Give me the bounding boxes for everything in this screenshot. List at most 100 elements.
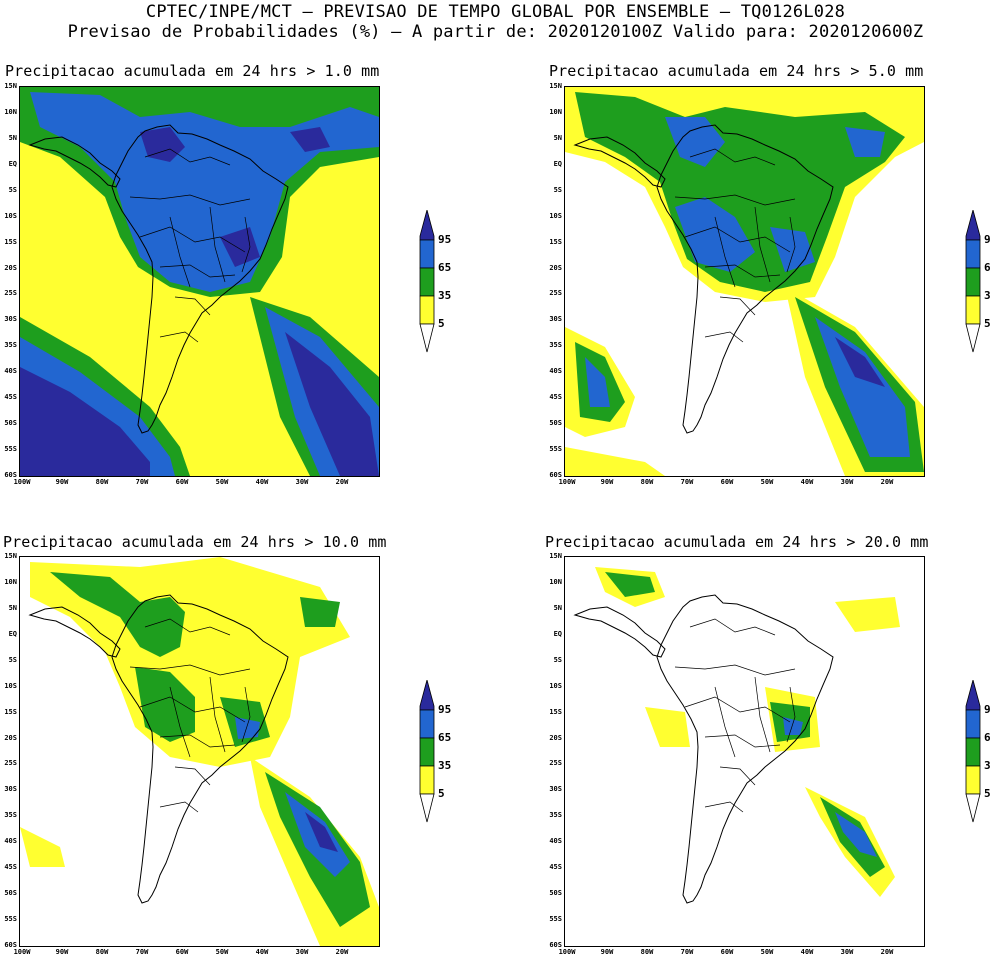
probability-region-p95 (835, 337, 885, 387)
latitude-tick-label: 15N (4, 82, 17, 90)
probability-map (19, 86, 380, 477)
longitude-tick-label: 90W (55, 478, 69, 486)
country-border (674, 194, 796, 206)
latitude-tick-label: 45S (549, 863, 562, 872)
longitude-tick-label: 50W (215, 948, 229, 956)
legend-level-label: 95 (438, 233, 452, 246)
longitude-tick-label: 90W (600, 478, 614, 486)
country-border (174, 766, 211, 786)
panel-title: Precipitacao acumulada em 24 hrs > 10.0 … (3, 533, 387, 551)
latitude-tick-label: 15S (549, 237, 562, 246)
longitude-tick-label: 70W (680, 478, 694, 486)
legend-level-label: 95 (984, 703, 991, 716)
legend-swatch-p5 (965, 295, 981, 325)
legend-level-label: 95 (984, 233, 991, 246)
legend-level-label: 5 (984, 787, 991, 800)
south-america-coastline (656, 594, 834, 904)
legend-swatch-below (965, 323, 981, 353)
latitude-tick-label: 45S (4, 393, 17, 402)
latitude-tick-label: 25S (549, 289, 562, 298)
legend-swatch-p5 (419, 295, 435, 325)
latitude-tick-label: 35S (4, 341, 17, 350)
legend-swatch-p95 (965, 680, 981, 711)
panel-title: Precipitacao acumulada em 24 hrs > 1.0 m… (5, 62, 380, 80)
legend-level-label: 65 (984, 261, 991, 274)
legend-level-label: 5 (438, 787, 445, 800)
country-border (786, 216, 796, 273)
country-border (684, 696, 791, 723)
country-border (719, 766, 756, 786)
longitude-tick-label: 100W (13, 478, 31, 486)
latitude-tick-label: 10S (4, 681, 17, 690)
legend-level-label: 65 (438, 731, 452, 744)
legend-level-label: 65 (984, 731, 991, 744)
country-border (241, 686, 251, 743)
country-border (209, 676, 226, 753)
latitude-tick-label: 60S (4, 941, 17, 949)
central-america-coastline (28, 136, 121, 188)
longitude-tick-label: 20W (880, 948, 894, 956)
latitude-tick-label: 55S (549, 445, 562, 454)
country-border (786, 686, 796, 743)
longitude-tick-label: 60W (175, 478, 189, 486)
country-border (689, 148, 776, 166)
longitude-tick-label: 80W (640, 478, 654, 486)
latitude-tick-label: 25S (549, 759, 562, 768)
country-border (159, 801, 199, 813)
country-border (689, 618, 776, 636)
longitude-tick-label: 20W (335, 948, 349, 956)
probability-legend: 95 65 35 5 (418, 210, 458, 355)
legend-level-label: 35 (438, 289, 452, 302)
probability-map (564, 556, 925, 947)
legend-level-label: 35 (984, 289, 991, 302)
legend-level-label: 95 (438, 703, 452, 716)
legend-swatch-below (965, 793, 981, 823)
country-border (714, 686, 736, 758)
country-border (714, 216, 736, 288)
latitude-tick-label: 60S (549, 941, 562, 949)
latitude-tick-label: 50S (549, 419, 562, 428)
longitude-tick-label: 80W (640, 948, 654, 956)
latitude-tick-label: 50S (549, 889, 562, 898)
probability-region-p35 (50, 572, 340, 747)
country-border (144, 618, 231, 636)
longitude-tick-label: 20W (880, 478, 894, 486)
latitude-tick-label: 55S (4, 915, 17, 924)
country-border (169, 686, 191, 758)
longitude-tick-label: 20W (335, 478, 349, 486)
south-america-coastline (111, 124, 289, 434)
latitude-tick-label: 10S (549, 211, 562, 220)
country-border (241, 216, 251, 273)
longitude-tick-label: 40W (800, 478, 814, 486)
country-border (209, 206, 226, 283)
latitude-tick-label: 10S (4, 211, 17, 220)
latitude-tick-label: EQ (8, 629, 17, 638)
latitude-tick-label: 35S (4, 811, 17, 820)
longitude-tick-label: 50W (760, 948, 774, 956)
longitude-tick-label: 80W (95, 948, 109, 956)
probability-region-p35 (575, 92, 905, 292)
country-border (704, 801, 744, 813)
probability-region-p5 (595, 567, 900, 897)
latitude-tick-label: 5N (8, 133, 17, 142)
longitude-tick-label: 80W (95, 478, 109, 486)
country-border (144, 148, 231, 166)
probability-map (564, 86, 925, 477)
latitude-tick-label: 15S (4, 707, 17, 716)
probability-legend: 95 65 35 5 (418, 680, 458, 825)
legend-swatch-p65 (965, 709, 981, 739)
country-border (159, 264, 236, 278)
legend-swatch-p35 (965, 267, 981, 297)
latitude-tick-label: 45S (549, 393, 562, 402)
central-america-coastline (573, 606, 666, 658)
header-subtitle: Previsao de Probabilidades (%) – A parti… (67, 22, 924, 42)
longitude-tick-label: 30W (840, 948, 854, 956)
latitude-tick-label: 15S (4, 237, 17, 246)
legend-swatch-p35 (965, 737, 981, 767)
longitude-tick-label: 40W (800, 948, 814, 956)
legend-swatch-below (419, 793, 435, 823)
latitude-tick-label: 40S (549, 837, 562, 846)
longitude-tick-label: 100W (558, 478, 576, 486)
longitude-tick-label: 40W (255, 948, 269, 956)
legend-swatch-p5 (419, 765, 435, 795)
